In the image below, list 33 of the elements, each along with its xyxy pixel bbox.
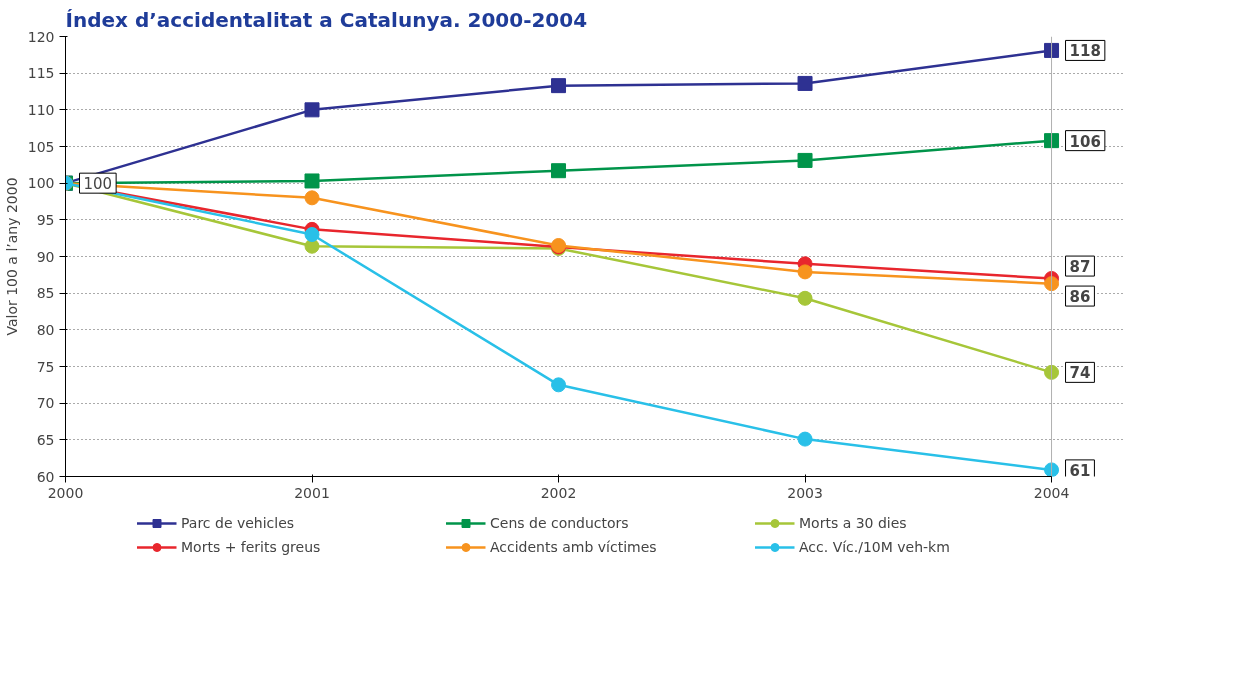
legend-label: Morts + ferits greus	[181, 539, 322, 555]
y-tick-label: 90	[36, 248, 55, 265]
y-tick-label: 110	[27, 101, 55, 118]
y-tick-label: 120	[27, 28, 55, 45]
data-label: 74	[1069, 364, 1091, 383]
data-label: 87	[1069, 258, 1091, 277]
data-label: 86	[1069, 288, 1091, 307]
y-tick-label: 70	[36, 395, 55, 412]
data-label: 61	[1069, 461, 1091, 480]
legend-label: Morts a 30 dies	[799, 515, 908, 531]
y-tick-label: 100	[27, 175, 55, 192]
data-label: 106	[1069, 132, 1101, 151]
x-tick-label: 2001	[294, 484, 330, 501]
legend-label: Accidents amb víctimes	[490, 539, 658, 555]
y-tick-label: 60	[36, 468, 55, 485]
y-tick-label: 80	[36, 321, 55, 338]
y-tick-label: 105	[27, 138, 55, 155]
legend-label: Cens de conductors	[490, 515, 630, 531]
y-axis-title: Valor 100 a l’any 2000	[3, 177, 20, 336]
y-tick-label: 75	[36, 358, 55, 375]
x-tick-label: 2003	[787, 484, 823, 501]
x-tick-label: 2004	[1033, 484, 1070, 501]
y-tick-label: 115	[27, 65, 55, 82]
x-tick-label: 2000	[47, 484, 84, 501]
legend-label: Acc. Víc./10M veh-km	[799, 539, 951, 555]
data-label: 118	[1069, 42, 1101, 61]
y-tick-label: 95	[36, 211, 55, 228]
legend-label: Parc de vehicles	[181, 515, 296, 531]
x-tick-label: 2002	[540, 484, 577, 501]
chart-title: Índex d’accidentalitat a Catalunya. 2000-2004	[65, 7, 588, 32]
y-tick-label: 65	[36, 431, 55, 448]
y-tick-label: 85	[36, 285, 55, 302]
data-label: 100	[83, 175, 113, 194]
